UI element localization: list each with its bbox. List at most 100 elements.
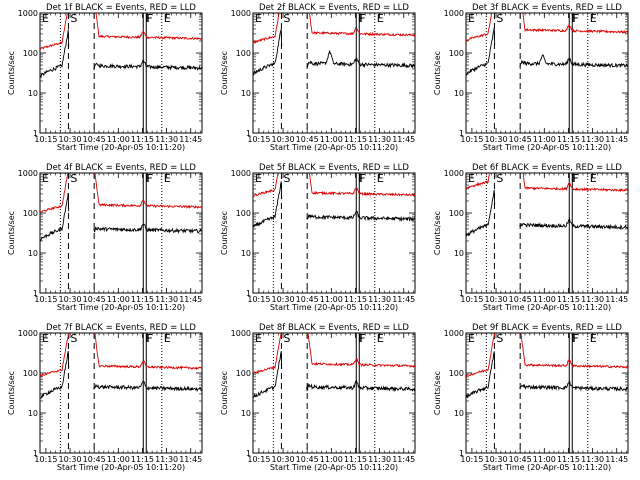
x-tick-label: 11:15 [344,295,367,304]
marker-label: E [468,332,475,345]
y-axis-label: Counts/sec [220,211,229,255]
x-axis-label: Start Time (20-Apr-05 10:11:20) [270,143,398,152]
x-tick-label: 11:15 [344,455,367,464]
x-tick-label: 10:45 [509,135,532,144]
x-tick-label: 11:30 [581,135,604,144]
marker-label: E [42,332,49,345]
panel-det-8: Det 8f BLACK = Events, RED = LLD 1 10 100 10… [220,323,416,472]
x-tick-label: 11:15 [557,135,580,144]
x-tick-label: 10:15 [34,135,57,144]
series-events [306,50,415,69]
x-tick-label: 11:45 [179,135,202,144]
y-tick-label: 1000 [18,169,38,178]
x-tick-label: 11:45 [392,135,415,144]
panel-det-6: Det 6f BLACK = Events, RED = LLD 1 10 100 10… [433,163,629,312]
x-tick-label: 10:15 [460,295,483,304]
x-tick-label: 11:30 [155,135,178,144]
marker-label: E [468,172,475,185]
panel-det-2: Det 2f BLACK = Events, RED = LLD 1 10 100 10… [220,3,416,152]
x-axis-label: Start Time (20-Apr-05 10:11:20) [57,303,185,312]
series-events [519,216,628,231]
series-events [466,351,496,399]
x-tick-label: 11:00 [107,135,130,144]
plot-frame [252,332,416,454]
x-tick-label: 11:45 [605,295,628,304]
y-tick-label: 10 [28,409,38,418]
marker-label: E [164,12,171,25]
x-axis-label: Start Time (20-Apr-05 10:11:20) [270,463,398,472]
marker-label: F [146,332,152,345]
series-events [466,27,496,76]
panel-title: Det 8f BLACK = Events, RED = LLD [259,323,409,333]
marker-label: E [590,332,597,345]
y-tick-label: 100 [236,49,251,58]
x-tick-label: 10:30 [59,455,82,464]
panel-title: Det 7f BLACK = Events, RED = LLD [46,323,196,333]
y-tick-label: 1 [33,449,38,458]
marker-label: E [377,12,384,25]
y-tick-label: 10 [28,89,38,98]
x-tick-label: 11:30 [581,455,604,464]
panel-det-3: Det 3f BLACK = Events, RED = LLD 1 10 100 10… [433,3,629,152]
y-tick-label: 1000 [231,9,251,18]
marker-label: F [358,12,364,25]
marker-label: S [70,332,77,345]
plot-frame [39,12,203,134]
y-tick-label: 10 [241,89,251,98]
marker-label: E [255,12,262,25]
marker-label: S [496,12,503,25]
series-events [93,380,202,393]
marker-label: F [571,332,577,345]
plot-frame [39,172,203,294]
x-tick-label: 10:15 [460,135,483,144]
y-tick-label: 1 [246,129,251,138]
x-tick-label: 11:00 [107,295,130,304]
x-axis-label: Start Time (20-Apr-05 10:11:20) [57,463,185,472]
plot-frame [465,172,629,294]
marker-label: S [496,332,503,345]
marker-label: F [572,172,578,185]
plot-frame [252,172,416,294]
x-tick-label: 11:30 [368,135,391,144]
y-tick-label: 100 [449,209,464,218]
series-lld [253,173,415,198]
panel-det-5: Det 5f BLACK = Events, RED = LLD 1 10 100 10… [220,163,416,312]
y-tick-label: 1 [459,289,464,298]
series-lld [253,13,415,44]
x-tick-label: 10:30 [485,135,508,144]
x-tick-label: 10:30 [272,295,295,304]
y-axis-label: Counts/sec [220,51,229,95]
x-tick-label: 10:30 [59,295,82,304]
series-events [93,223,202,235]
y-tick-label: 100 [23,209,38,218]
y-axis-label: Counts/sec [220,371,229,415]
x-axis-label: Start Time (20-Apr-05 10:11:20) [483,143,611,152]
marker-label: F [359,172,365,185]
series-events [253,28,283,76]
marker-label: E [42,12,49,25]
marker-label: E [468,12,475,25]
series-lld [466,13,628,42]
x-tick-label: 10:15 [247,455,270,464]
series-lld [40,333,202,378]
panel-title: Det 1f BLACK = Events, RED = LLD [46,3,196,13]
y-tick-label: 10 [454,409,464,418]
y-tick-label: 1000 [18,9,38,18]
x-tick-label: 11:00 [533,295,556,304]
x-tick-label: 10:30 [272,455,295,464]
x-tick-label: 11:45 [605,135,628,144]
x-tick-label: 10:30 [485,455,508,464]
y-tick-label: 1000 [444,329,464,338]
marker-label: F [146,12,152,25]
series-lld [466,333,628,379]
marker-label: E [590,12,597,25]
panel-title: Det 4f BLACK = Events, RED = LLD [46,163,196,173]
y-tick-label: 100 [236,369,251,378]
marker-label: F [145,332,151,345]
series-events [253,181,283,228]
x-tick-label: 10:45 [83,135,106,144]
marker-label: E [42,172,49,185]
y-tick-label: 1 [33,289,38,298]
panel-title: Det 6f BLACK = Events, RED = LLD [472,163,622,173]
